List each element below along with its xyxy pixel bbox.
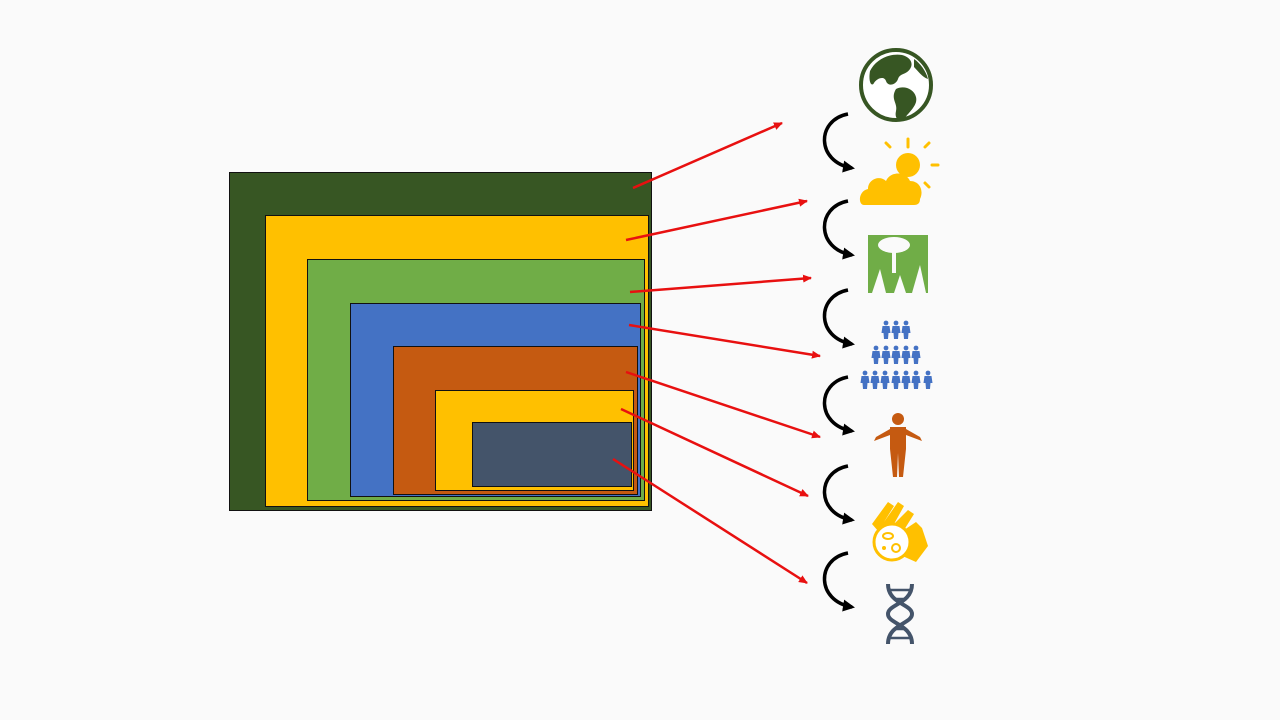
dna-icon [885, 583, 915, 645]
link-arrow-microbes-to-genes [822, 551, 855, 612]
planet-mapping-arrow [632, 121, 783, 190]
individual-mapping-arrow [625, 370, 821, 439]
person-icon [874, 413, 922, 477]
link-arrow-planet-to-climate [822, 112, 855, 173]
link-arrow-population-to-individual [822, 375, 855, 436]
sun-behind-cloud-icon [859, 137, 940, 205]
hand-bacteria-icon [872, 502, 928, 562]
microbes-mapping-arrow [620, 407, 809, 498]
globe-icon [859, 48, 933, 122]
genes-box [472, 422, 632, 487]
ecosystem-mapping-arrow [629, 274, 812, 294]
climate-mapping-arrow [625, 198, 808, 242]
link-arrow-individual-to-microbes [822, 464, 855, 525]
population-mapping-arrow [628, 323, 821, 359]
forest-icon [868, 235, 928, 293]
people-group-icon [860, 320, 933, 389]
link-arrow-group [822, 112, 855, 612]
link-arrow-ecosystem-to-population [822, 288, 855, 349]
genes-mapping-arrow [612, 457, 808, 585]
red-arrow-group [612, 121, 821, 585]
link-arrow-climate-to-ecosystem [822, 199, 855, 260]
